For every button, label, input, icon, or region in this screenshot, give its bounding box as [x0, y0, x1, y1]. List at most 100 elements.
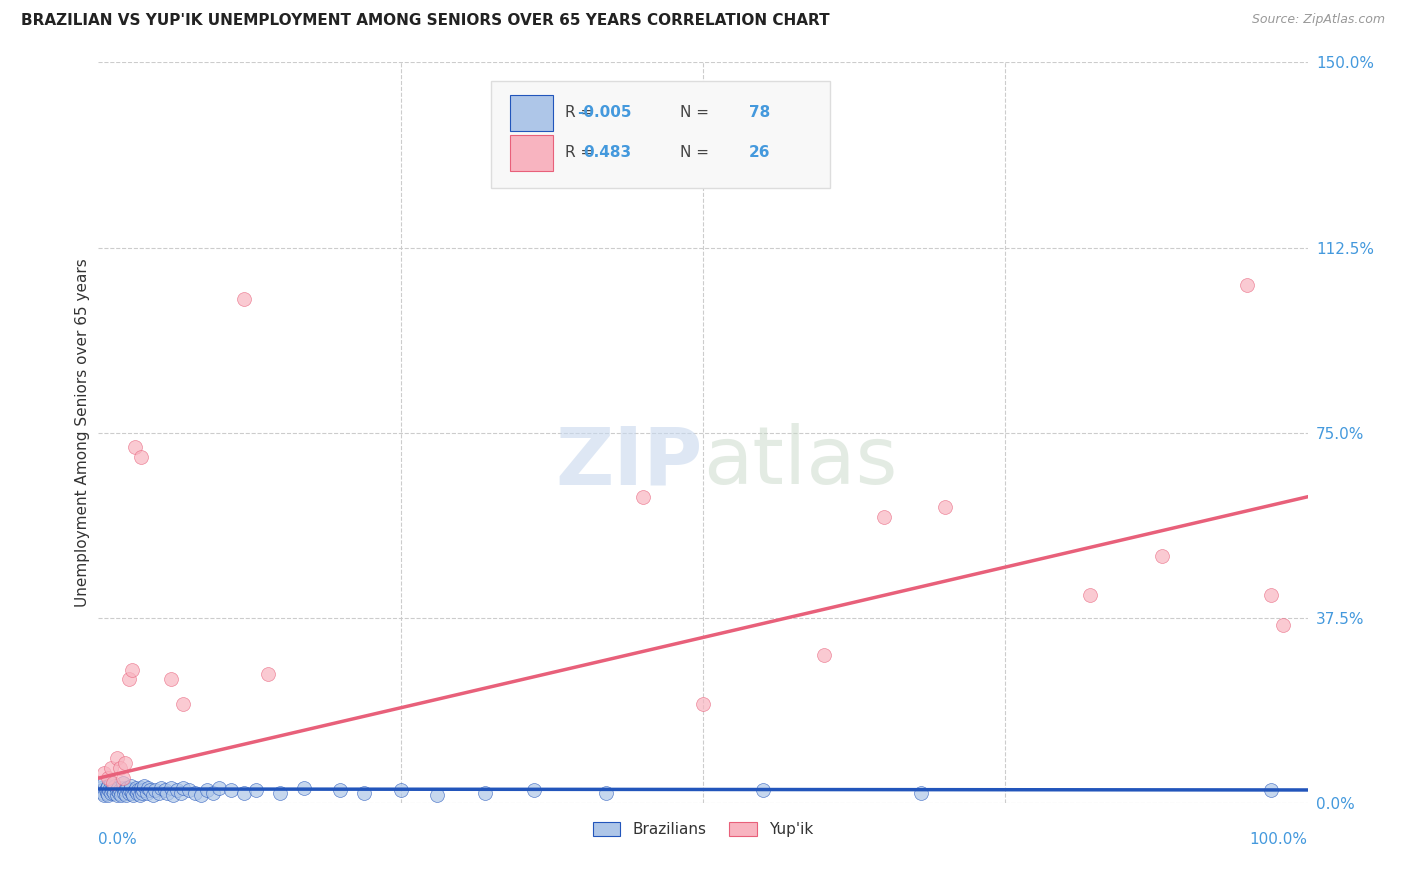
Text: R =: R =: [565, 105, 599, 120]
Point: [232, 786, 254, 800]
Point: [1260, 589, 1282, 603]
Point: [292, 780, 315, 795]
Point: [125, 780, 148, 795]
Point: [93, 789, 115, 803]
Point: [131, 786, 153, 800]
Point: [148, 786, 170, 800]
Point: [752, 783, 775, 797]
Point: [232, 293, 254, 307]
Point: [124, 441, 146, 455]
Point: [91, 786, 114, 800]
Point: [114, 783, 136, 797]
Point: [910, 786, 932, 800]
Point: [105, 789, 128, 803]
FancyBboxPatch shape: [509, 135, 553, 171]
Text: -0.005: -0.005: [576, 105, 631, 120]
Point: [631, 490, 654, 504]
Point: [90, 780, 112, 795]
Point: [97, 789, 120, 803]
Text: BRAZILIAN VS YUP'IK UNEMPLOYMENT AMONG SENIORS OVER 65 YEARS CORRELATION CHART: BRAZILIAN VS YUP'IK UNEMPLOYMENT AMONG S…: [21, 13, 830, 29]
Point: [1236, 277, 1258, 292]
Text: 26: 26: [749, 145, 770, 161]
Point: [96, 780, 118, 795]
Text: 78: 78: [749, 105, 770, 120]
Point: [111, 776, 134, 790]
Point: [269, 786, 291, 800]
Text: 0.483: 0.483: [583, 145, 631, 161]
Point: [129, 780, 152, 795]
Point: [142, 789, 165, 803]
Text: Source: ZipAtlas.com: Source: ZipAtlas.com: [1251, 13, 1385, 27]
Point: [121, 786, 143, 800]
Point: [100, 761, 122, 775]
Point: [93, 766, 115, 780]
Point: [195, 783, 218, 797]
Point: [208, 780, 231, 795]
Point: [118, 673, 141, 687]
FancyBboxPatch shape: [509, 95, 553, 131]
Point: [100, 776, 122, 790]
Point: [115, 789, 138, 803]
Point: [166, 783, 188, 797]
Point: [93, 776, 115, 790]
Point: [202, 786, 225, 800]
Point: [172, 780, 194, 795]
Point: [692, 697, 714, 711]
Point: [110, 789, 132, 803]
Point: [160, 780, 183, 795]
Text: N =: N =: [681, 105, 714, 120]
Point: [1078, 589, 1101, 603]
Point: [153, 783, 176, 797]
Point: [353, 786, 375, 800]
Point: [107, 780, 129, 795]
Point: [108, 783, 131, 797]
Point: [94, 783, 117, 797]
Point: [221, 783, 243, 797]
Point: [135, 786, 157, 800]
FancyBboxPatch shape: [492, 81, 830, 188]
Point: [523, 783, 546, 797]
Point: [105, 783, 128, 797]
Text: 0.0%: 0.0%: [98, 832, 138, 847]
Point: [111, 771, 134, 785]
Point: [1152, 549, 1174, 563]
Point: [169, 786, 191, 800]
Point: [100, 783, 122, 797]
Point: [108, 761, 131, 775]
Point: [143, 783, 166, 797]
Point: [1272, 618, 1295, 632]
Point: [117, 780, 139, 795]
Point: [139, 783, 162, 797]
Point: [111, 780, 134, 795]
Point: [256, 667, 278, 681]
Point: [108, 786, 131, 800]
Text: N =: N =: [681, 145, 714, 161]
Text: 100.0%: 100.0%: [1250, 832, 1308, 847]
Point: [873, 509, 896, 524]
Point: [190, 789, 212, 803]
Point: [245, 783, 267, 797]
Point: [426, 789, 449, 803]
Point: [105, 751, 128, 765]
Point: [118, 783, 141, 797]
Point: [156, 786, 179, 800]
Point: [934, 500, 956, 514]
Point: [160, 673, 183, 687]
Point: [128, 789, 150, 803]
Point: [96, 786, 118, 800]
Point: [127, 786, 149, 800]
Point: [136, 780, 159, 795]
Point: [98, 783, 121, 797]
Point: [474, 786, 496, 800]
Point: [91, 783, 114, 797]
Point: [118, 786, 141, 800]
Point: [112, 786, 135, 800]
Point: [134, 779, 156, 793]
Point: [162, 789, 184, 803]
Text: atlas: atlas: [703, 423, 897, 501]
Point: [103, 786, 125, 800]
Point: [101, 780, 124, 795]
Point: [122, 789, 145, 803]
Point: [329, 783, 352, 797]
Text: ZIP: ZIP: [555, 423, 703, 501]
